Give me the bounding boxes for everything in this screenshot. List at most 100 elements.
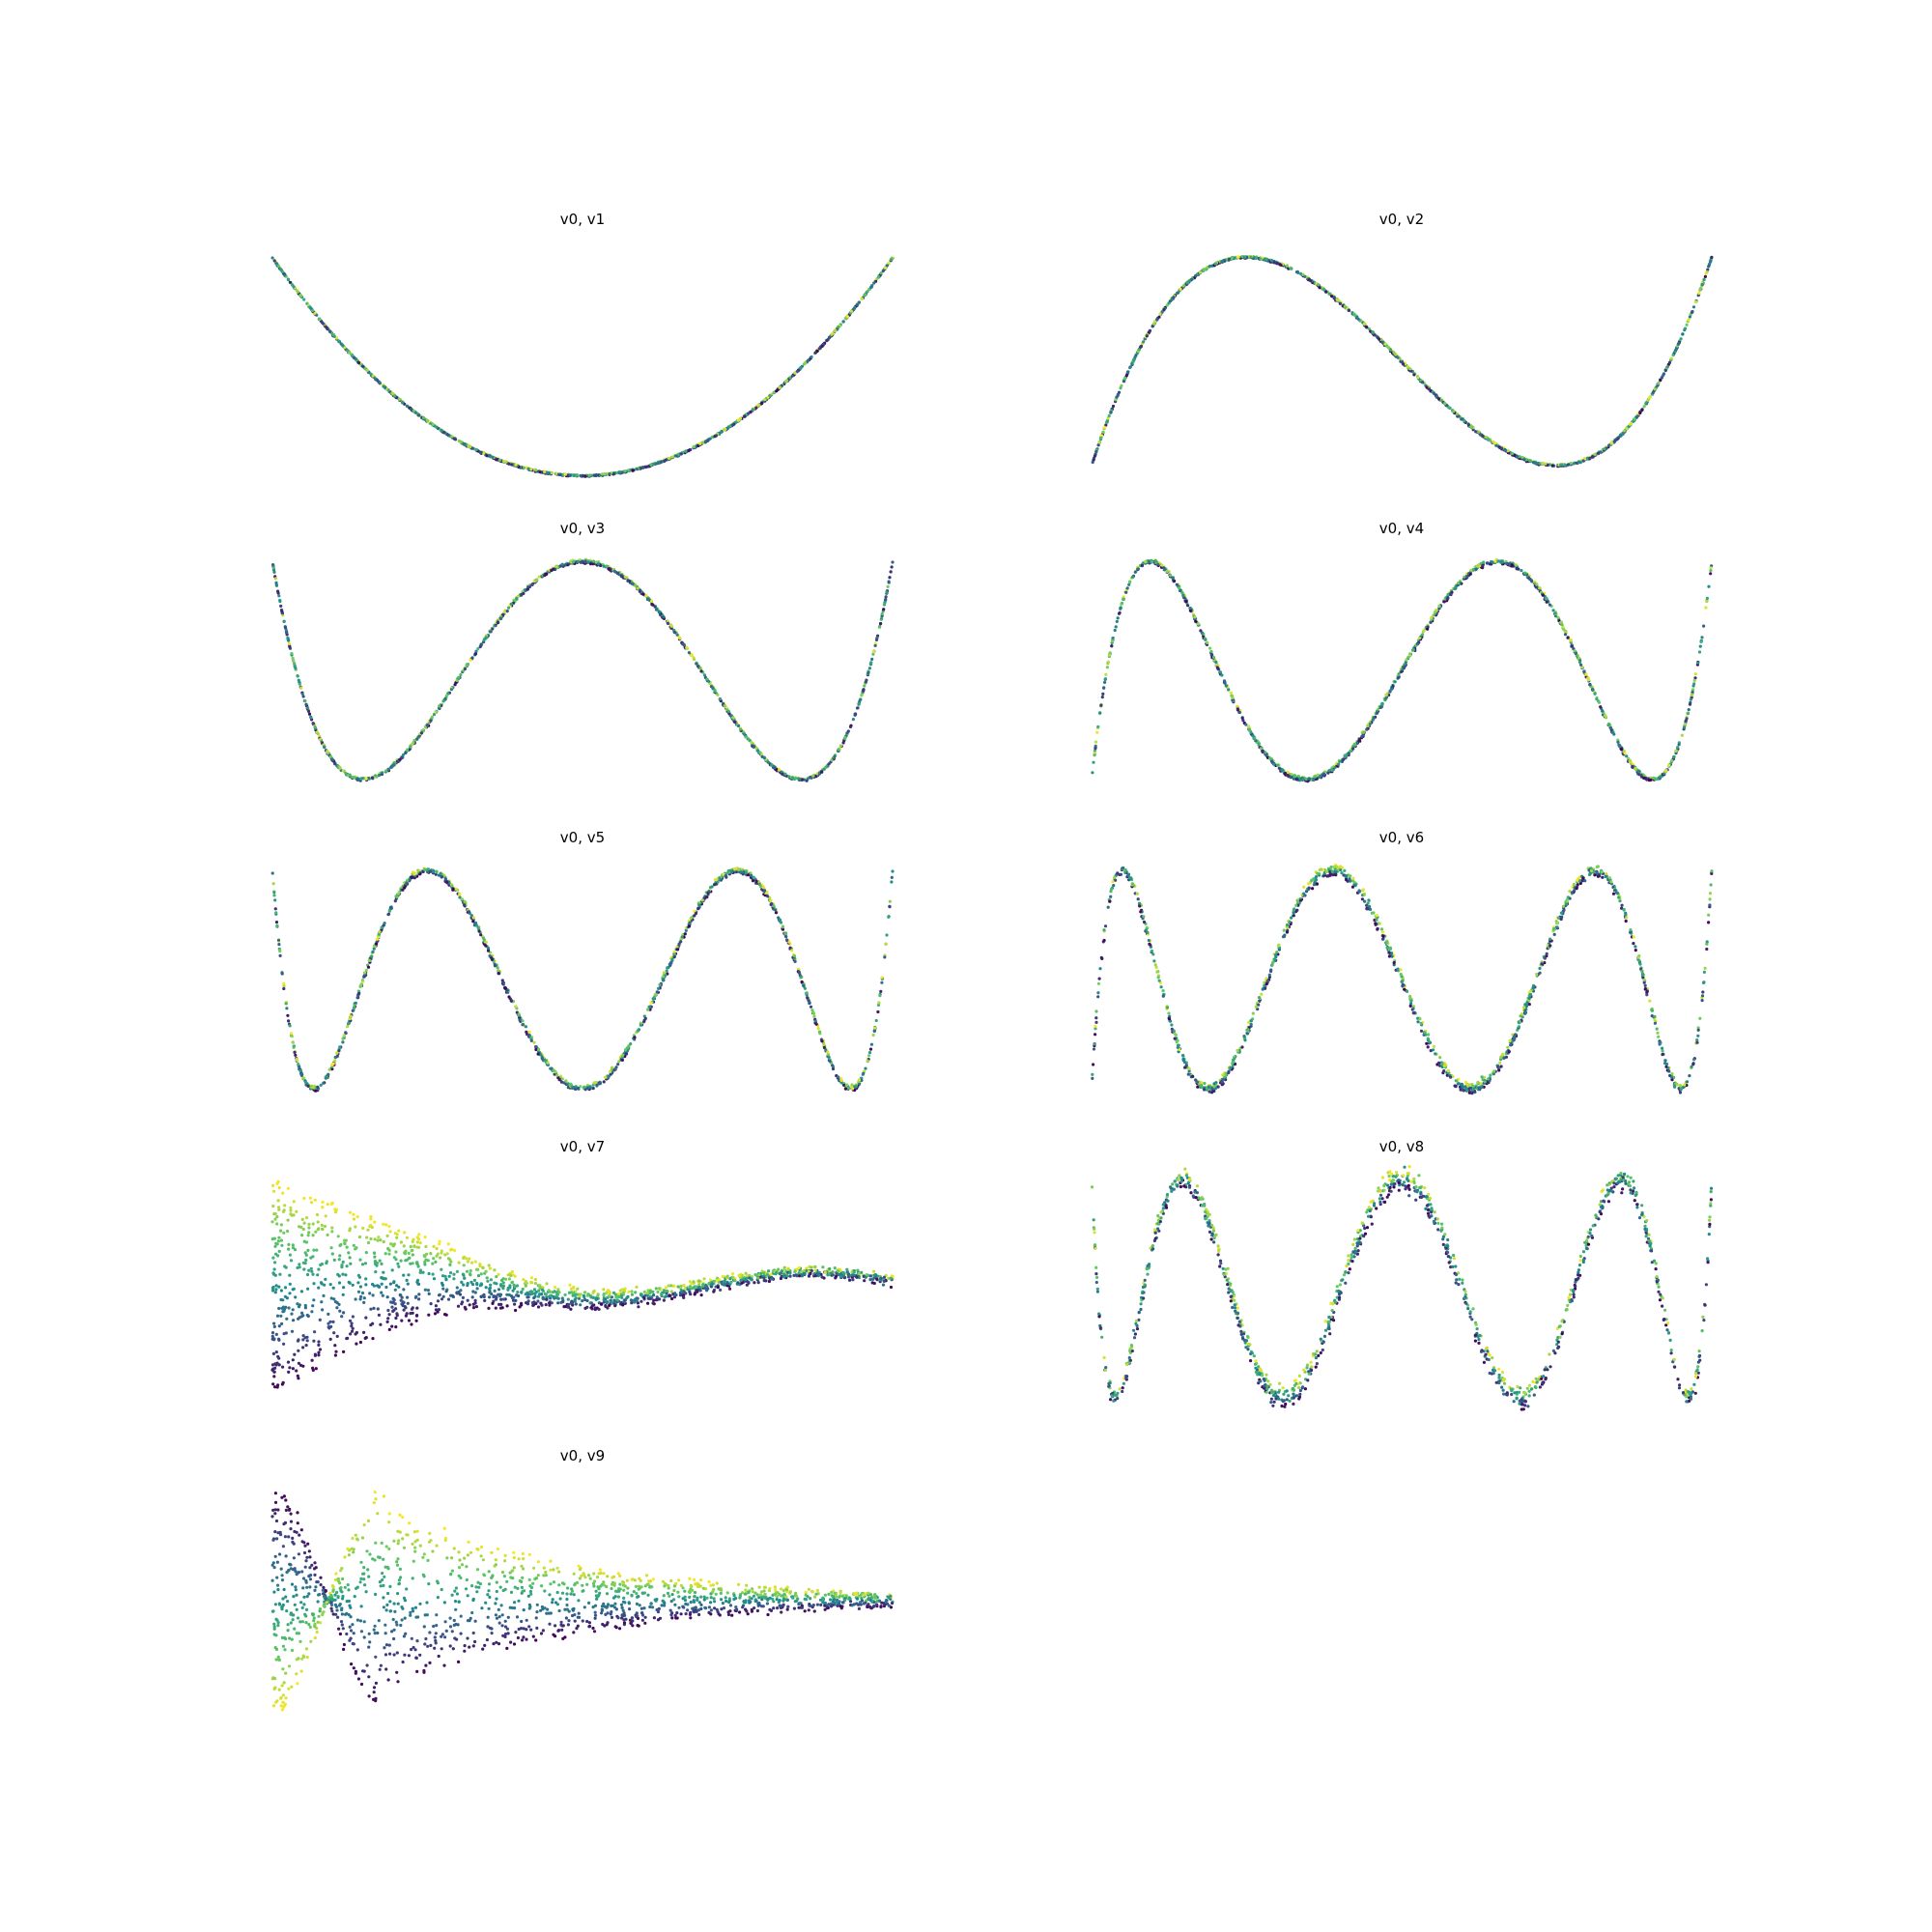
- scatter-point: [1559, 620, 1563, 624]
- scatter-point: [469, 444, 472, 449]
- scatter-point: [801, 778, 805, 781]
- scatter-point: [1515, 455, 1519, 459]
- scatter-point: [845, 731, 849, 735]
- scatter-point: [1104, 672, 1108, 676]
- scatter-point: [1567, 463, 1571, 467]
- scatter-point: [1697, 650, 1702, 654]
- scatter-point: [1389, 348, 1393, 353]
- scatter-point: [1259, 257, 1263, 261]
- scatter-point: [410, 875, 414, 880]
- scatter-point: [1131, 575, 1135, 580]
- scatter-point: [1221, 259, 1225, 263]
- scatter-point: [617, 470, 622, 474]
- scatter-point: [271, 563, 275, 567]
- scatter-point: [1593, 692, 1597, 696]
- scatter-point: [364, 777, 368, 781]
- scatter-point: [1114, 625, 1118, 629]
- scatter-point: [514, 463, 518, 467]
- scatter-point: [344, 771, 348, 775]
- scatter-point: [1681, 332, 1685, 336]
- scatter-point: [1123, 376, 1127, 380]
- scatter-point: [1330, 768, 1334, 772]
- scatter-point: [869, 662, 873, 666]
- scatter-point: [1506, 449, 1510, 453]
- scatter-point: [1272, 762, 1276, 766]
- scatter-point: [1091, 460, 1094, 465]
- scatter-point: [321, 322, 325, 326]
- scatter-point: [1118, 611, 1122, 614]
- scatter-point: [1215, 666, 1219, 669]
- scatter-point: [807, 358, 810, 362]
- scatter-point: [1295, 270, 1299, 273]
- scatter-point: [1094, 740, 1098, 744]
- scatter-point: [866, 290, 869, 294]
- scatter-point: [1096, 724, 1100, 728]
- scatter-point: [1435, 394, 1438, 398]
- scatter-point: [1697, 291, 1701, 296]
- scatter-point: [885, 590, 889, 594]
- scatter-point: [1520, 569, 1523, 573]
- scatter-point: [310, 308, 315, 312]
- scatter-point: [815, 349, 819, 353]
- scatter-point: [288, 280, 292, 284]
- scatter-point: [1556, 615, 1560, 619]
- scatter-point: [463, 667, 467, 671]
- scatter-point: [1693, 300, 1697, 304]
- scatter-point: [1699, 639, 1703, 643]
- scatter-point: [1188, 607, 1192, 611]
- scatter-point: [1193, 615, 1197, 619]
- scatter-point: [754, 406, 758, 410]
- scatter-point: [690, 653, 695, 657]
- scatter-point: [537, 575, 541, 579]
- scatter-point: [1199, 270, 1203, 274]
- panel-v0-v5: v0, v5: [270, 829, 895, 1093]
- scatter-point: [1563, 463, 1567, 467]
- scatter-point: [306, 709, 311, 714]
- scatter-point: [1618, 745, 1622, 749]
- scatter-point: [873, 643, 877, 648]
- scatter-point: [1103, 680, 1107, 685]
- scatter-point: [659, 461, 663, 465]
- scatter-point: [1481, 563, 1485, 567]
- scatter-point: [563, 472, 567, 476]
- scatter-point: [510, 463, 514, 467]
- scatter-point: [1162, 308, 1166, 312]
- scatter-point: [1244, 723, 1248, 726]
- scatter-point: [1110, 639, 1115, 643]
- scatter-point: [1687, 318, 1690, 322]
- scatter-point: [699, 669, 703, 673]
- scatter-point: [579, 560, 582, 564]
- scatter-point: [415, 737, 419, 741]
- scatter-point: [820, 344, 824, 348]
- scatter-point: [875, 637, 879, 640]
- scatter-point: [753, 745, 756, 749]
- scatter-point: [657, 986, 661, 990]
- scatter-point: [1674, 348, 1678, 352]
- scatter-point: [651, 603, 655, 607]
- scatter-point: [319, 1083, 323, 1087]
- scatter-point: [459, 440, 463, 443]
- scatter-point: [398, 757, 402, 761]
- scatter-point: [474, 447, 478, 452]
- scatter-point: [1421, 633, 1425, 637]
- scatter-point: [1412, 373, 1416, 377]
- scatter-point: [1397, 672, 1401, 676]
- scatter-point: [307, 712, 312, 716]
- scatter-point: [370, 776, 375, 780]
- scatter-point: [1171, 576, 1175, 581]
- scatter-point: [522, 466, 526, 469]
- scatter-point: [820, 770, 824, 774]
- scatter-point: [766, 760, 771, 764]
- scatter-point: [1707, 265, 1711, 269]
- scatter-point: [626, 579, 631, 582]
- scatter-point: [887, 261, 891, 265]
- scatter-point: [1415, 642, 1419, 646]
- scatter-point: [595, 1084, 599, 1088]
- scatter-point: [1541, 593, 1545, 597]
- scatter-point: [1303, 274, 1307, 278]
- scatter-point: [367, 777, 371, 781]
- scatter-point: [1417, 637, 1421, 640]
- scatter-point: [1710, 255, 1714, 259]
- scatter-point: [1343, 304, 1347, 308]
- scatter-point: [386, 767, 390, 771]
